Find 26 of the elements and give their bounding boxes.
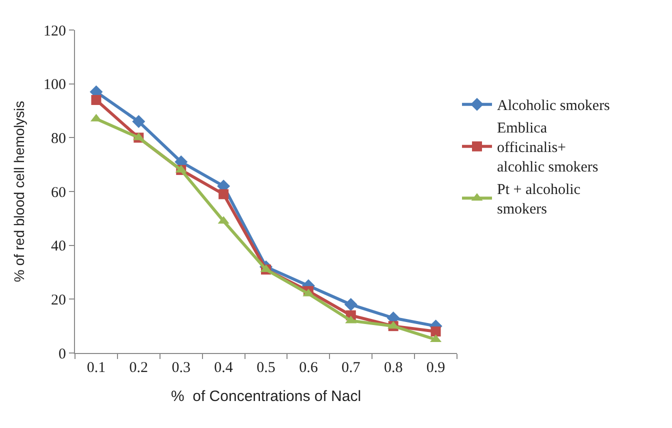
x-tick-label: 0.6: [299, 360, 318, 376]
x-axis-title: % of Concentrations of Nacl: [170, 388, 362, 405]
legend-label: Alcoholic smokers: [497, 98, 610, 114]
point: [91, 94, 102, 105]
y-tick-label: 20: [51, 292, 66, 308]
legend-label: Emblica officinalis+ alcohlic smokers: [497, 120, 598, 176]
point: [344, 298, 358, 312]
point: [218, 189, 229, 200]
y-tick-label: 60: [51, 184, 66, 201]
y-tick-label: 0: [58, 346, 66, 362]
y-axis-title: % of red blood cell hemolysis: [11, 100, 28, 282]
point: [430, 326, 441, 336]
legend-label: Pt + alcoholic smokers: [497, 182, 581, 218]
x-tick-label: 0.1: [86, 360, 106, 376]
y-tick-label: 80: [51, 130, 66, 147]
x-tick-label: 0.8: [384, 360, 403, 376]
x-tick-label: 0.7: [342, 360, 361, 376]
x-tick-label: 0.5: [256, 360, 276, 376]
y-tick-label: 100: [44, 77, 66, 94]
y-tick-label: 120: [44, 23, 66, 40]
x-tick-label: 0.3: [172, 360, 190, 376]
y-tick-label: 40: [51, 238, 66, 255]
x-tick-label: 0.2: [129, 360, 148, 376]
x-tick-label: 0.9: [426, 360, 446, 376]
point: [132, 115, 146, 128]
x-tick-label: 0.4: [214, 360, 234, 376]
